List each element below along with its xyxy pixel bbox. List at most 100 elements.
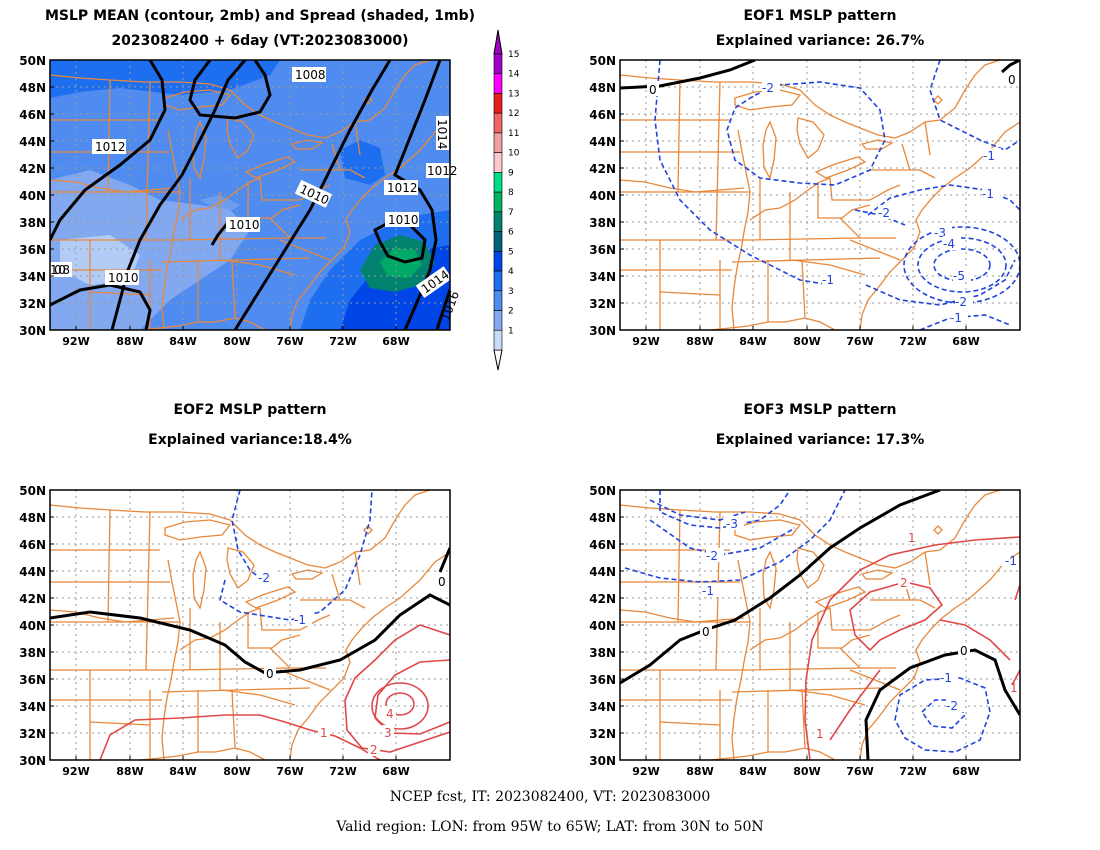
contour-label: 1010 — [229, 218, 260, 232]
contour-label: 1010 — [388, 213, 419, 227]
lat-tick-label: 34N — [589, 700, 616, 714]
colorbar-swatch — [493, 191, 503, 213]
lat-tick-label: 46N — [589, 108, 616, 122]
lon-tick-label: 76W — [276, 335, 303, 348]
contour-label: 2 — [370, 743, 378, 757]
colorbar-label: 1 — [508, 326, 514, 336]
lat-tick-label: 48N — [589, 81, 616, 95]
lon-tick-label: 84W — [739, 335, 766, 348]
colorbar-swatch — [493, 112, 503, 134]
contour-label: -2 — [258, 571, 270, 585]
lat-tick-label: 42N — [589, 162, 616, 176]
lon-tick-label: 88W — [686, 765, 713, 778]
colorbar-label: 10 — [508, 149, 520, 159]
lon-tick-label: 68W — [382, 765, 409, 778]
colorbar-label: 14 — [508, 70, 520, 80]
lon-tick-label: 88W — [116, 335, 143, 348]
lat-tick-label: 34N — [589, 270, 616, 284]
lat-tick-label: 32N — [19, 297, 46, 311]
lat-tick-label: 36N — [19, 673, 46, 687]
lat-tick-label: 44N — [589, 565, 616, 579]
lon-tick-label: 80W — [223, 765, 250, 778]
colorbar-swatch — [493, 310, 503, 331]
lon-tick-label: 88W — [116, 765, 143, 778]
spread-colorbar: 15 14 13 12 11 10 9 8 7 6 5 4 3 2 1 — [493, 29, 520, 371]
lon-tick-label: 80W — [223, 335, 250, 348]
panel1-subtitle: 2023082400 + 6day (VT:2023083000) — [111, 33, 409, 49]
colorbar-label: 7 — [508, 208, 514, 218]
lon-tick-label: 88W — [686, 335, 713, 348]
colorbar-label: 11 — [508, 129, 519, 139]
contour-label: -1 — [940, 671, 952, 685]
lon-tick-label: 68W — [952, 765, 979, 778]
axis-labels: 50N 48N 46N 44N 42N 40N 38N 36N 34N 32N 30N 92W 88W 8… — [19, 54, 979, 778]
lon-tick-label: 92W — [632, 765, 659, 778]
contour-label: 1012 — [387, 181, 418, 195]
panel4-subtitle: Explained variance: 17.3% — [715, 432, 925, 448]
lat-tick-label: 48N — [19, 511, 46, 525]
lat-tick-label: 44N — [19, 135, 46, 149]
contour-label: -2 — [762, 81, 774, 95]
lon-tick-label: 76W — [846, 765, 873, 778]
contour-label: 0 — [1008, 73, 1016, 87]
contour-label: -1 — [950, 311, 962, 325]
panel3-map: -2 -1 0 1 2 3 4 0 — [49, 489, 451, 761]
lat-tick-label: 36N — [589, 243, 616, 257]
lon-tick-label: 72W — [329, 765, 356, 778]
lat-tick-label: 48N — [589, 511, 616, 525]
lon-tick-label: 92W — [62, 335, 89, 348]
lat-tick-label: 44N — [19, 565, 46, 579]
colorbar-label: 15 — [508, 50, 519, 60]
contour-label: 1008 — [50, 263, 70, 277]
panel1-map: 1008 1012 1010 1010 1012 1010 1010 1014 … — [49, 59, 462, 331]
lat-tick-label: 48N — [19, 81, 46, 95]
contour-label: -4 — [943, 237, 955, 251]
lon-tick-label: 80W — [793, 765, 820, 778]
contour-label: -2 — [706, 549, 718, 563]
lon-tick-label: 68W — [952, 335, 979, 348]
colorbar-swatch — [493, 172, 503, 193]
colorbar-swatch — [493, 270, 503, 292]
panel2-map: 0 -2 -1 -2 -1 -3 -4 -5 -2 -1 -1 0 — [619, 59, 1021, 331]
colorbar-label: 13 — [508, 89, 519, 99]
lat-tick-label: 46N — [589, 538, 616, 552]
mean-contour-labels: 1008 1012 1010 1010 1012 1010 1010 1014 … — [50, 67, 462, 323]
colorbar-swatch — [493, 251, 503, 272]
lat-tick-label: 46N — [19, 108, 46, 122]
lon-tick-label: 68W — [382, 335, 409, 348]
lat-tick-label: 32N — [19, 727, 46, 741]
lat-tick-label: 44N — [589, 135, 616, 149]
eof1-contour-labels: 0 -2 -1 -2 -1 -3 -4 -5 -2 -1 -1 0 — [647, 73, 1016, 325]
contour-label: 1012 — [427, 164, 458, 178]
contour-label: -1 — [1005, 554, 1017, 568]
panel3-subtitle: Explained variance:18.4% — [148, 432, 352, 448]
lon-tick-label: 72W — [329, 335, 356, 348]
lon-tick-label: 76W — [276, 765, 303, 778]
eof3-contour-labels: -3 -2 -1 0 1 2 0 -1 -2 -1 1 1 — [700, 516, 1018, 741]
colorbar-swatch — [493, 53, 503, 75]
lat-tick-label: 50N — [589, 54, 616, 68]
lat-tick-label: 40N — [19, 189, 46, 203]
lat-tick-label: 40N — [589, 619, 616, 633]
lat-tick-label: 42N — [19, 162, 46, 176]
lat-tick-label: 38N — [19, 646, 46, 660]
colorbar-swatch — [493, 211, 503, 232]
colorbar-label: 5 — [508, 247, 514, 257]
lat-tick-label: 40N — [19, 619, 46, 633]
contour-label: 0 — [266, 667, 274, 681]
panel4-title: EOF3 MSLP pattern — [743, 402, 897, 418]
contour-label: 1008 — [295, 68, 326, 82]
contour-label: -2 — [946, 699, 958, 713]
lat-tick-label: 34N — [19, 270, 46, 284]
colorbar-label: 3 — [508, 287, 514, 297]
colorbar-label: 9 — [508, 168, 514, 178]
colorbar-swatch — [493, 73, 503, 94]
lat-tick-label: 46N — [19, 538, 46, 552]
lon-tick-label: 80W — [793, 335, 820, 348]
lat-tick-label: 38N — [589, 216, 616, 230]
footer-line-2: Valid region: LON: from 95W to 65W; LAT:… — [336, 819, 764, 835]
lat-tick-label: 50N — [19, 484, 46, 498]
lat-tick-label: 32N — [589, 297, 616, 311]
contour-label: 1 — [908, 531, 916, 545]
